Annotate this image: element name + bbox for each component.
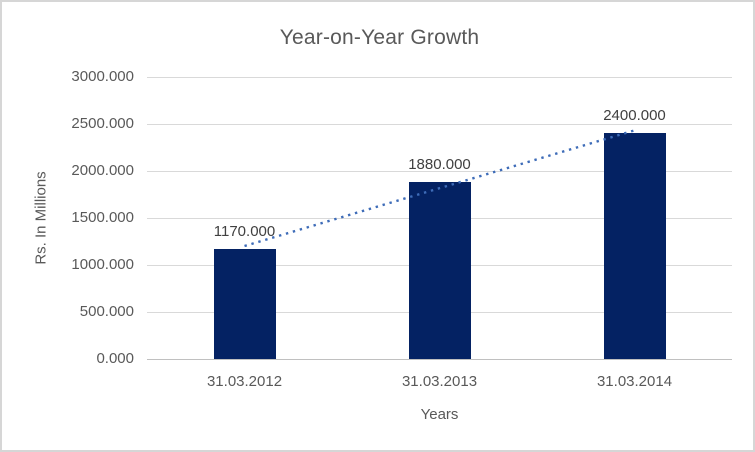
y-tick-label: 0.000 xyxy=(96,350,134,367)
gridline xyxy=(147,124,732,125)
bar xyxy=(409,182,471,359)
gridline xyxy=(147,77,732,78)
y-tick-label: 500.000 xyxy=(79,303,134,320)
chart-title: Year-on-Year Growth xyxy=(279,26,480,49)
bar xyxy=(214,249,276,359)
x-tick-label: 31.03.2013 xyxy=(401,373,478,390)
x-tick-label: 31.03.2012 xyxy=(206,373,283,390)
y-tick-label: 2500.000 xyxy=(71,115,134,132)
x-axis-title: Years xyxy=(420,406,459,423)
data-label: 2400.000 xyxy=(603,107,666,124)
data-label: 1880.000 xyxy=(408,156,471,173)
x-axis-line xyxy=(147,359,732,360)
y-tick-label: 3000.000 xyxy=(71,68,134,85)
bar xyxy=(604,133,666,359)
y-tick-label: 1000.000 xyxy=(71,256,134,273)
data-label: 1170.000 xyxy=(213,223,276,240)
x-tick-label: 31.03.2014 xyxy=(596,373,673,390)
y-tick-label: 1500.000 xyxy=(71,209,134,226)
y-tick-label: 2000.000 xyxy=(71,162,134,179)
